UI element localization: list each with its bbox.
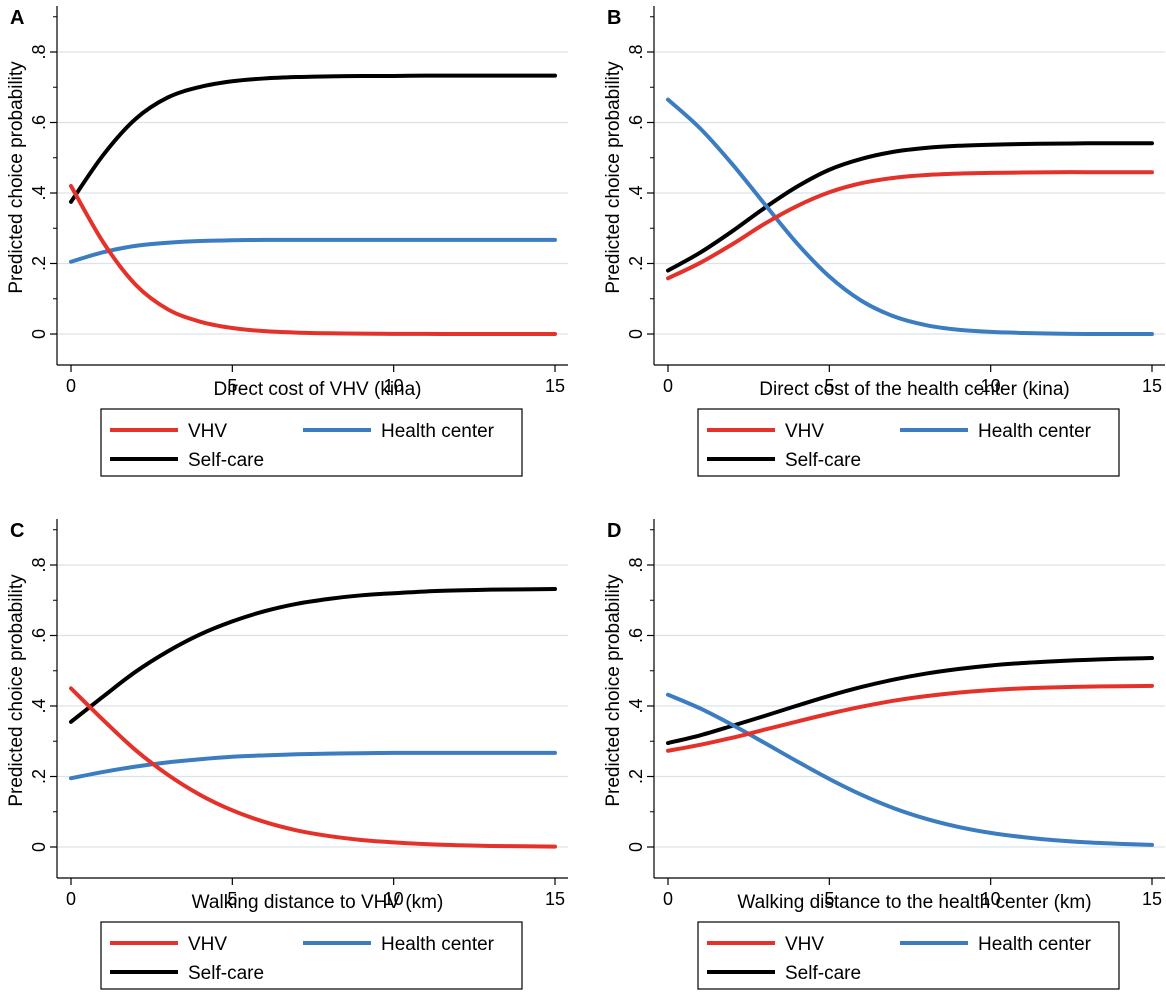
legend: VHV Health center Self-care	[100, 408, 523, 477]
x-tick-label: 10	[384, 889, 404, 909]
legend-label-health-center: Health center	[978, 421, 1092, 442]
x-tick-label: 0	[663, 376, 673, 396]
panel-label: A	[10, 7, 24, 29]
y-tick-label: 0	[29, 842, 49, 852]
series-line-vhv	[666, 683, 1154, 753]
legend-label-self-care: Self-care	[785, 963, 861, 984]
y-axis-title: Predicted choice probability	[6, 61, 27, 294]
panel-label: B	[607, 7, 621, 29]
x-tick-label: 15	[1142, 376, 1162, 396]
series-line-self-care	[666, 656, 1154, 746]
series-line-health-center	[666, 97, 1154, 337]
x-tick-label: 15	[1142, 889, 1162, 909]
legend-box	[697, 408, 1120, 477]
y-tick-label: .2	[626, 769, 646, 784]
y-tick-label: .8	[29, 557, 49, 572]
series-line-vhv	[666, 170, 1154, 281]
x-axis-title: Direct cost of the health center (kina)	[759, 379, 1069, 400]
series-line-health-center	[666, 692, 1154, 847]
legend-label-vhv: VHV	[785, 421, 824, 442]
legend-label-self-care: Self-care	[188, 963, 264, 984]
panel-b: B 0 .2 .4 .6 .8 0 5 10 15 Direct cost of the healt…	[603, 6, 1165, 477]
y-tick-label: .6	[29, 628, 49, 643]
x-tick-label: 5	[227, 889, 237, 909]
x-tick-label: 10	[981, 889, 1001, 909]
legend-label-health-center: Health center	[978, 934, 1092, 955]
y-tick-label: .6	[626, 628, 646, 643]
y-tick-label: .4	[29, 698, 49, 713]
x-tick-label: 15	[545, 376, 565, 396]
legend-box	[100, 408, 523, 477]
y-tick-label: .2	[29, 256, 49, 271]
series-line-vhv	[69, 686, 557, 849]
legend-label-vhv: VHV	[785, 934, 824, 955]
y-tick-label: .4	[626, 185, 646, 200]
series-line-self-care	[69, 73, 557, 204]
x-tick-label: 5	[824, 376, 834, 396]
panel-label: C	[10, 520, 24, 542]
panel-a: A 0 .2 .4 .6 .8 0 5 10 15 Direct cost of VHV (kina…	[6, 6, 568, 477]
legend-label-self-care: Self-care	[188, 450, 264, 471]
x-axis-title: Walking distance to VHV (km)	[192, 892, 444, 913]
legend-label-health-center: Health center	[381, 934, 495, 955]
legend-box	[100, 921, 523, 990]
x-tick-label: 10	[981, 376, 1001, 396]
x-tick-label: 0	[66, 889, 76, 909]
legend-label-vhv: VHV	[188, 934, 227, 955]
legend: VHV Health center Self-care	[697, 921, 1120, 990]
x-axis-title: Direct cost of VHV (kina)	[214, 379, 422, 400]
y-tick-label: 0	[29, 329, 49, 339]
y-tick-label: .2	[626, 256, 646, 271]
x-axis-title: Walking distance to the health center (k…	[737, 892, 1091, 913]
y-tick-label: .8	[626, 557, 646, 572]
legend-box	[697, 921, 1120, 990]
legend: VHV Health center Self-care	[100, 921, 523, 990]
x-tick-label: 5	[824, 889, 834, 909]
y-tick-label: 0	[626, 842, 646, 852]
panel-label: D	[607, 520, 621, 542]
y-tick-label: .6	[29, 115, 49, 130]
series-line-health-center	[69, 237, 557, 264]
x-tick-label: 0	[663, 889, 673, 909]
y-tick-label: .4	[29, 185, 49, 200]
x-tick-label: 0	[66, 376, 76, 396]
x-tick-label: 5	[227, 376, 237, 396]
panel-c: C 0 .2 .4 .6 .8 0 5 10 15 Walking distance to VHV …	[6, 519, 568, 990]
legend-label-vhv: VHV	[188, 421, 227, 442]
series-line-vhv	[69, 183, 557, 337]
panel-d: D 0 .2 .4 .6 .8 0 5 10 15 Walking distance to the …	[603, 519, 1165, 990]
y-axis-title: Predicted choice probability	[6, 574, 27, 807]
series-line-self-care	[69, 586, 557, 724]
y-tick-label: .4	[626, 698, 646, 713]
y-tick-label: 0	[626, 329, 646, 339]
legend-label-self-care: Self-care	[785, 450, 861, 471]
y-axis-title: Predicted choice probability	[603, 574, 624, 807]
legend-label-health-center: Health center	[381, 421, 495, 442]
y-axis-title: Predicted choice probability	[603, 61, 624, 294]
y-tick-label: .8	[626, 44, 646, 59]
y-tick-label: .6	[626, 115, 646, 130]
y-tick-label: .8	[29, 44, 49, 59]
legend: VHV Health center Self-care	[697, 408, 1120, 477]
x-tick-label: 10	[384, 376, 404, 396]
x-tick-label: 15	[545, 889, 565, 909]
series-line-self-care	[666, 141, 1154, 273]
y-tick-label: .2	[29, 769, 49, 784]
